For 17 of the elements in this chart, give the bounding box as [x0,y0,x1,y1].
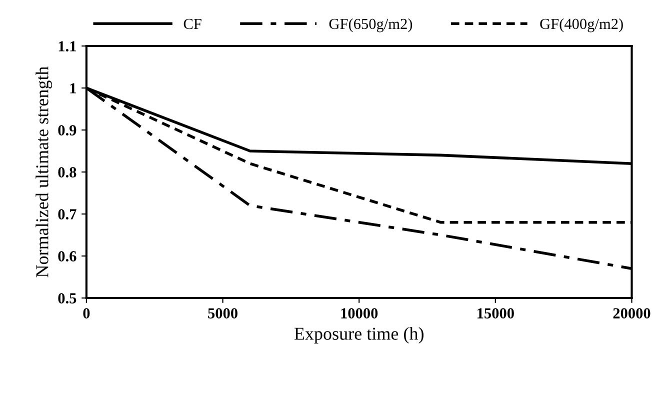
y-tick-label: 0.8 [58,167,76,178]
y-axis-title: Normalized ultimate strength [36,66,52,278]
x-tick-label: 5000 [208,308,238,318]
y-tick-label: 0.5 [58,293,76,304]
y-tick-label: 0.7 [58,209,76,220]
legend-label: GF(650g/m2) [329,18,412,32]
legend-label: CF [184,18,202,30]
x-tick-label: 15000 [478,308,514,318]
y-tick-label: 0.9 [58,125,76,136]
y-tick-label: 1.1 [58,41,76,52]
x-tick-label: 0 [83,308,90,318]
legend-label: GF(400g/m2) [540,18,623,32]
y-tick-label: 0.6 [58,251,76,262]
y-tick-label: 1 [70,83,76,94]
x-axis-title: Exposure time (h) [294,327,424,344]
x-tick-label: 10000 [341,308,378,318]
x-tick-label: 20000 [613,308,650,318]
